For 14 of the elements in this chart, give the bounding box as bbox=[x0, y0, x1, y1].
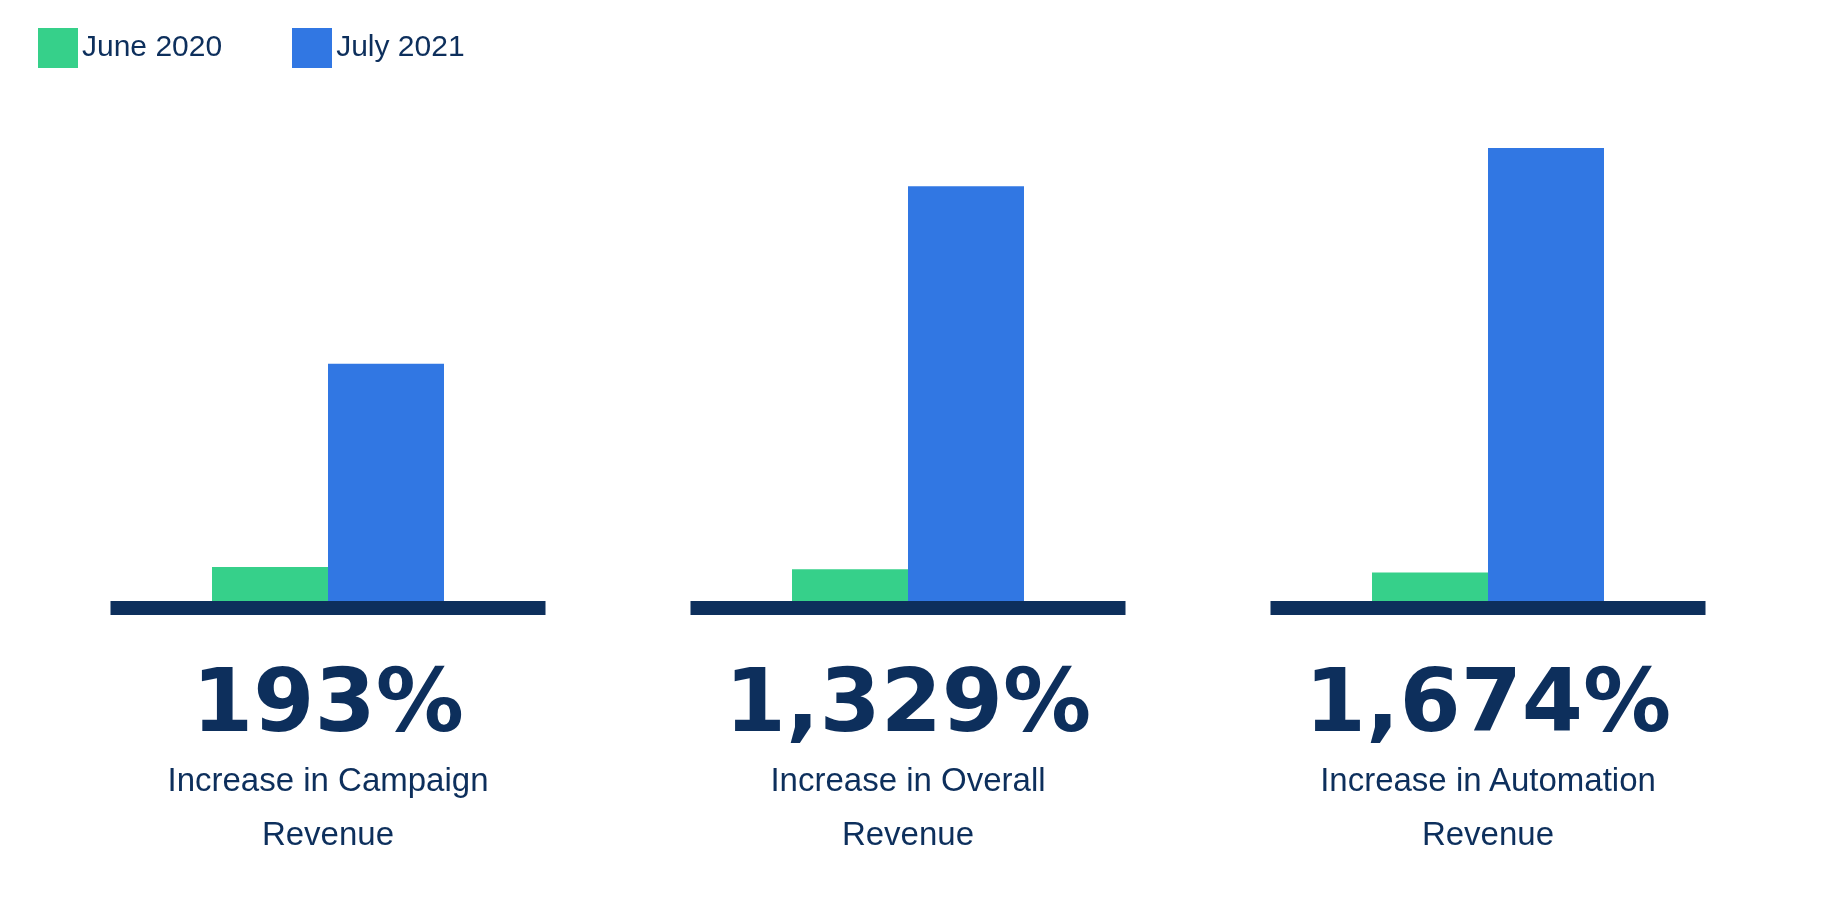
bar bbox=[1488, 148, 1604, 603]
legend-label: July 2021 bbox=[336, 28, 465, 62]
text: 1,329% bbox=[724, 649, 1092, 752]
x-tick-label: Increase in Overall Revenue bbox=[770, 761, 1046, 852]
legend-label: June 2020 bbox=[82, 28, 223, 62]
x-tick-label: Increase in Campaign Revenue bbox=[167, 761, 489, 852]
text: 193% bbox=[192, 649, 464, 752]
bar bbox=[212, 567, 328, 603]
bar bbox=[908, 186, 1024, 603]
text: 1,674% bbox=[1304, 649, 1672, 752]
bar bbox=[1372, 572, 1488, 603]
bar bbox=[328, 363, 444, 603]
x-tick-label: Increase in Automation Revenue bbox=[1320, 761, 1656, 852]
bar bbox=[792, 569, 908, 603]
